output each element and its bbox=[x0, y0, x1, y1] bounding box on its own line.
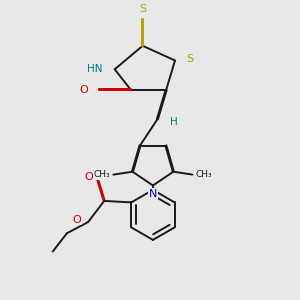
Text: S: S bbox=[186, 54, 193, 64]
Text: CH₃: CH₃ bbox=[195, 170, 212, 179]
Text: O: O bbox=[73, 215, 81, 225]
Text: HN: HN bbox=[87, 64, 102, 74]
Text: N: N bbox=[149, 189, 157, 199]
Text: O: O bbox=[80, 85, 88, 95]
Text: O: O bbox=[84, 172, 93, 182]
Text: S: S bbox=[139, 4, 146, 14]
Text: CH₃: CH₃ bbox=[94, 170, 110, 179]
Text: H: H bbox=[170, 117, 178, 127]
